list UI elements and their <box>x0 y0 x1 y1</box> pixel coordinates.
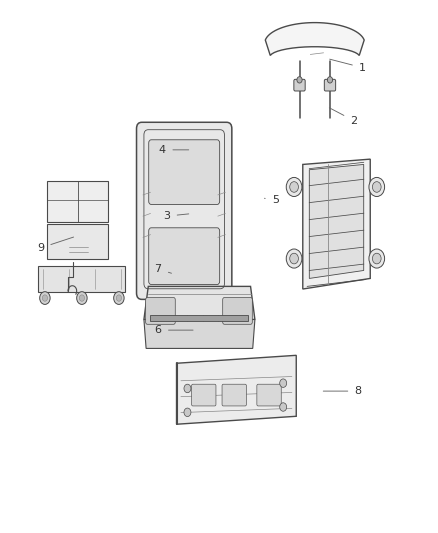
Circle shape <box>290 182 298 192</box>
Circle shape <box>184 408 191 417</box>
Circle shape <box>77 292 87 304</box>
Text: 7: 7 <box>155 264 172 274</box>
FancyBboxPatch shape <box>191 384 216 406</box>
Bar <box>47 181 108 222</box>
FancyBboxPatch shape <box>222 384 247 406</box>
Circle shape <box>369 249 385 268</box>
Polygon shape <box>144 319 255 349</box>
Bar <box>39 266 125 292</box>
FancyBboxPatch shape <box>294 79 305 91</box>
Circle shape <box>286 177 302 197</box>
Text: 3: 3 <box>163 211 189 221</box>
Text: 6: 6 <box>155 325 193 335</box>
Circle shape <box>327 77 332 83</box>
Circle shape <box>280 403 287 411</box>
Text: 5: 5 <box>265 195 279 205</box>
FancyBboxPatch shape <box>324 79 336 91</box>
Circle shape <box>286 249 302 268</box>
Text: 2: 2 <box>329 108 357 126</box>
Polygon shape <box>309 165 364 278</box>
Circle shape <box>297 77 302 83</box>
Text: 8: 8 <box>323 386 362 396</box>
Polygon shape <box>177 356 296 424</box>
FancyBboxPatch shape <box>223 297 252 324</box>
FancyBboxPatch shape <box>146 297 175 324</box>
Circle shape <box>290 253 298 264</box>
Polygon shape <box>265 22 364 55</box>
Circle shape <box>116 295 121 301</box>
FancyBboxPatch shape <box>257 384 281 406</box>
Circle shape <box>184 384 191 393</box>
Bar <box>150 315 248 321</box>
FancyBboxPatch shape <box>137 122 232 300</box>
Circle shape <box>114 292 124 304</box>
Circle shape <box>42 295 47 301</box>
FancyBboxPatch shape <box>149 228 219 285</box>
Text: 4: 4 <box>159 145 189 155</box>
Bar <box>47 224 108 259</box>
Polygon shape <box>303 159 370 289</box>
Circle shape <box>369 177 385 197</box>
Circle shape <box>40 292 50 304</box>
Text: 9: 9 <box>37 237 74 253</box>
Circle shape <box>372 253 381 264</box>
Polygon shape <box>144 286 255 319</box>
Text: 1: 1 <box>330 59 366 72</box>
Circle shape <box>280 379 287 387</box>
Circle shape <box>372 182 381 192</box>
Circle shape <box>79 295 85 301</box>
FancyBboxPatch shape <box>149 140 219 205</box>
